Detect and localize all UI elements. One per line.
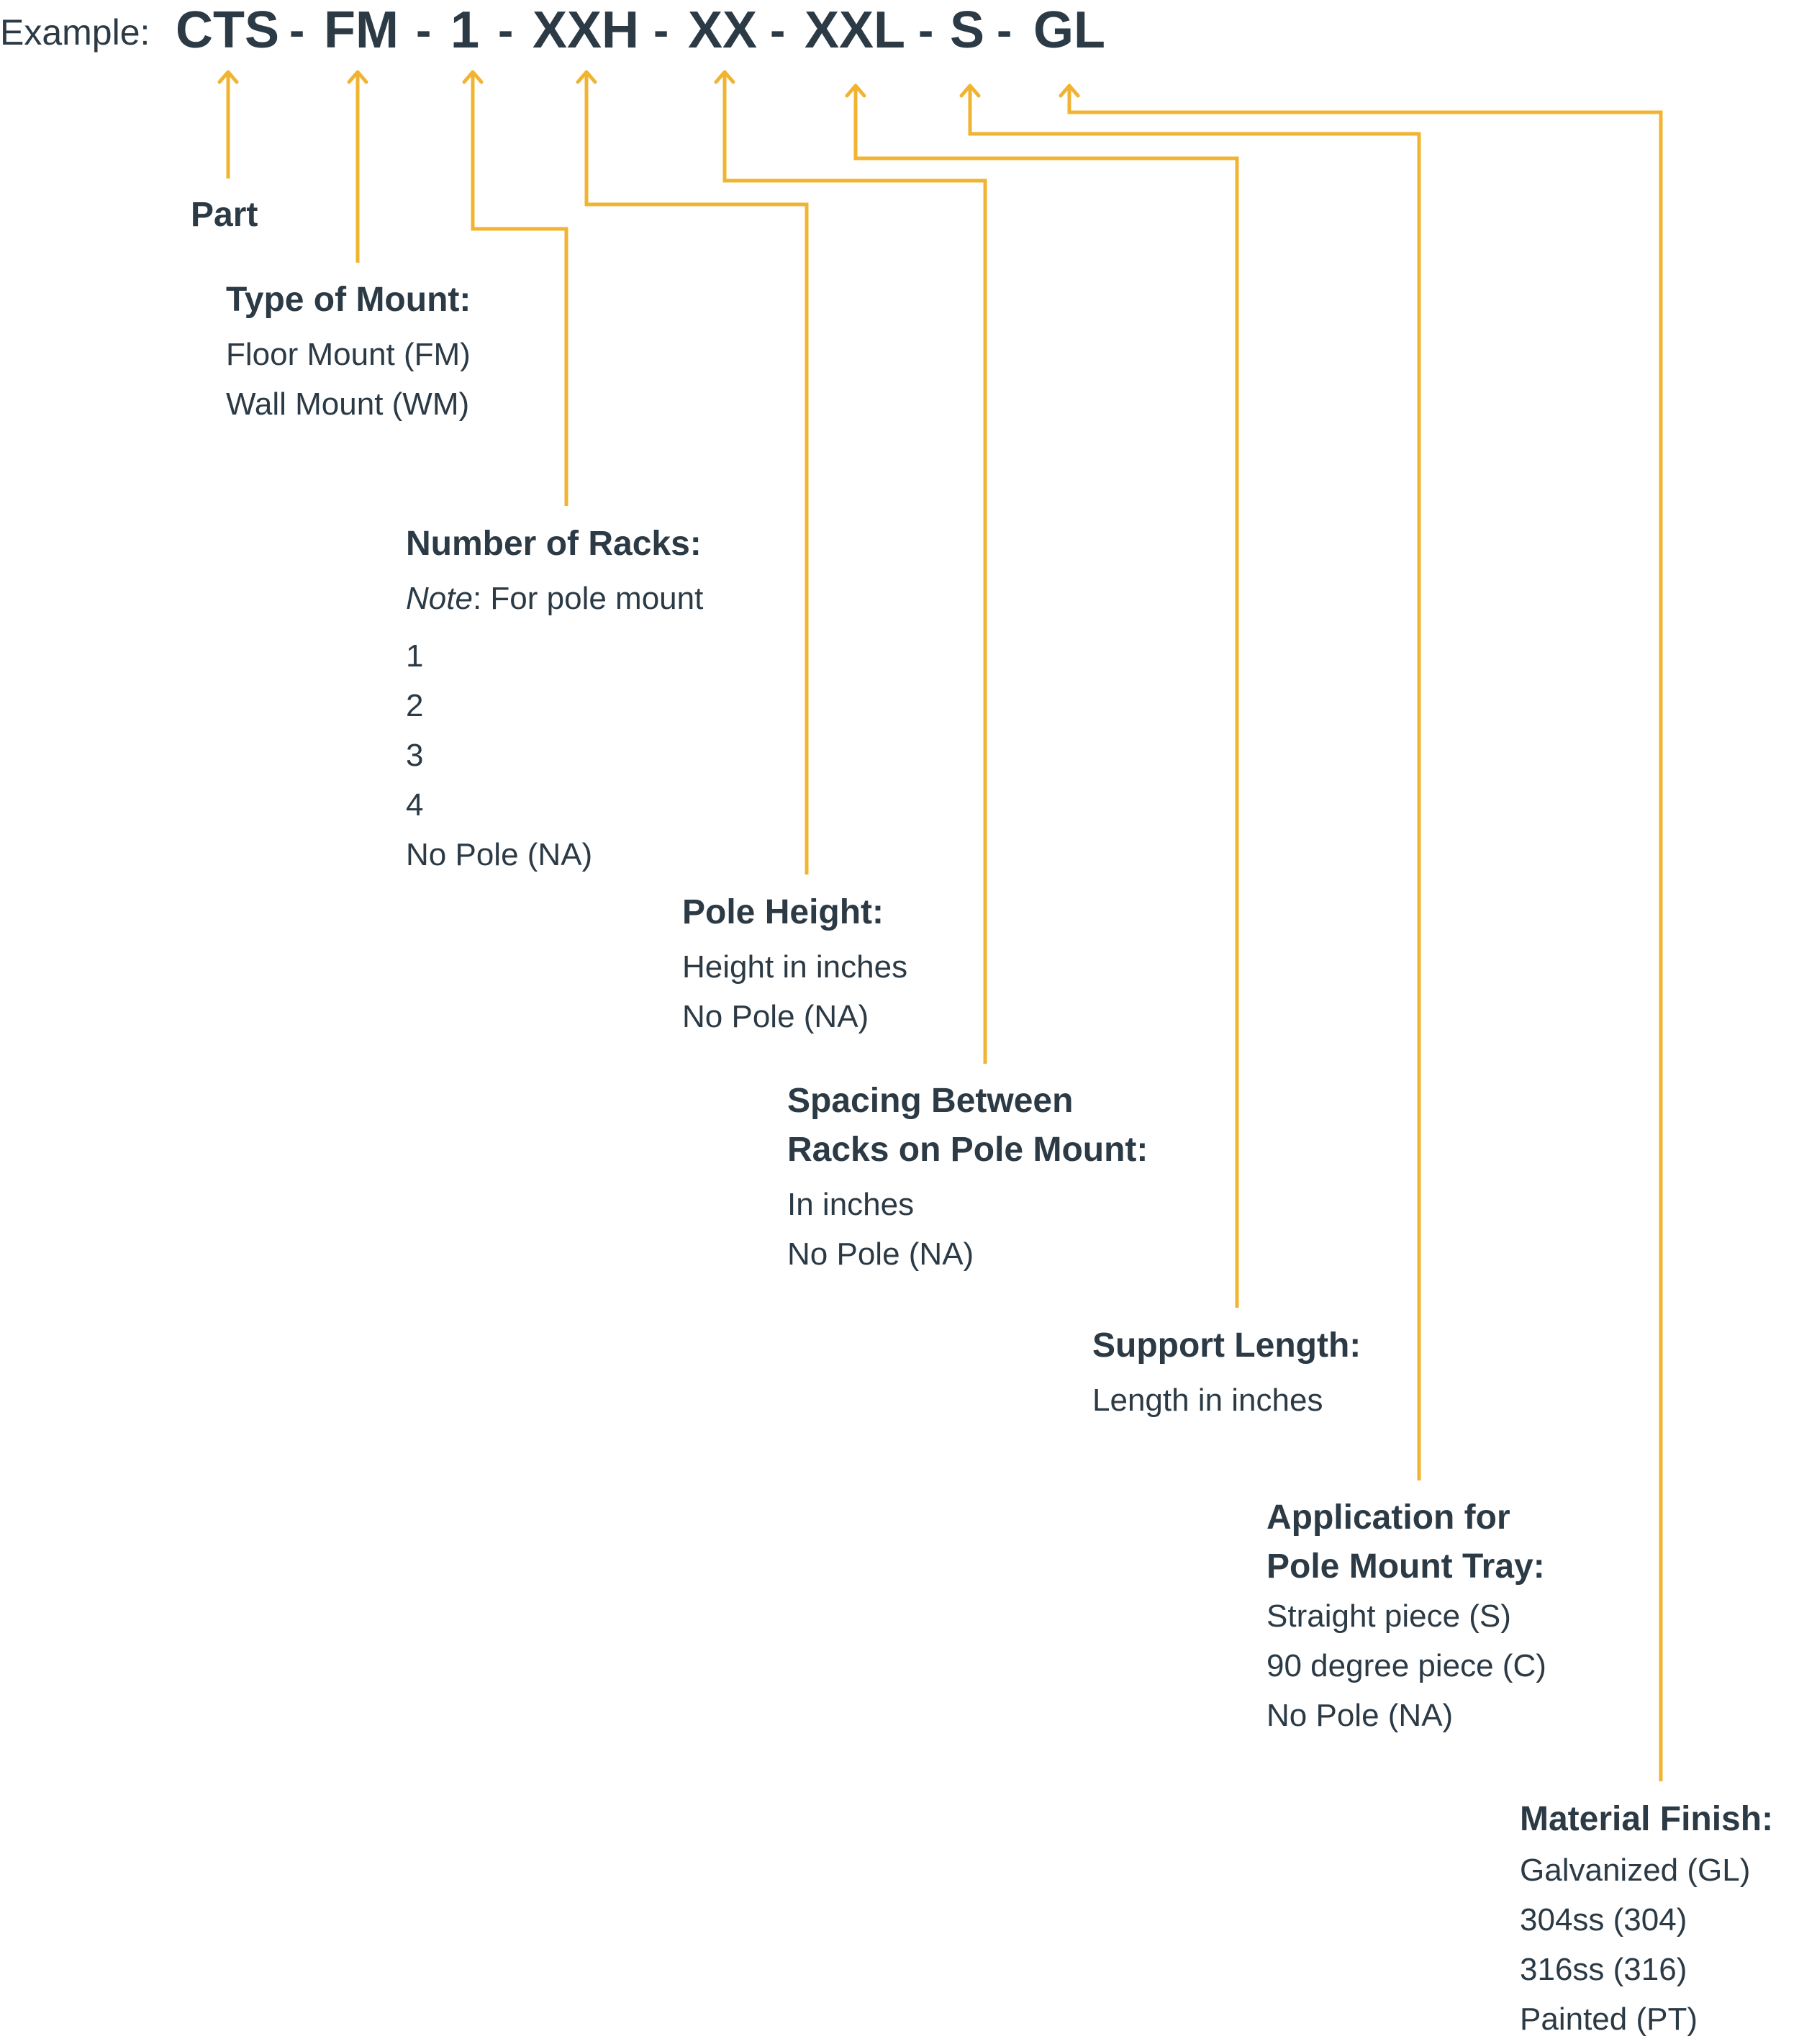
field-item: 316ss (316) xyxy=(1520,1952,1687,1987)
code-segment-part: CTS xyxy=(176,1,279,59)
field-item: Galvanized (GL) xyxy=(1520,1853,1751,1888)
field-support-length: Support Length: Length in inches xyxy=(1092,1321,1361,1425)
connector-number-of-racks xyxy=(462,70,568,506)
field-item: Painted (PT) xyxy=(1520,2002,1698,2037)
field-item: No Pole (NA) xyxy=(1266,1698,1454,1733)
connector-spacing xyxy=(714,70,987,1064)
field-item: Length in inches xyxy=(1092,1383,1323,1418)
connector-part xyxy=(217,70,239,178)
field-heading-line: Application for xyxy=(1266,1498,1510,1537)
field-heading: Type of Mount: xyxy=(226,281,471,319)
field-item: No Pole (NA) xyxy=(406,837,593,872)
arrow-up-icon xyxy=(347,70,368,84)
field-spacing: Spacing Between Racks on Pole Mount: In … xyxy=(787,1077,1148,1279)
field-item: 4 xyxy=(406,787,424,823)
field-heading: Number of Racks: xyxy=(406,525,702,563)
example-label: Example: xyxy=(0,12,150,53)
code-segment-support-length: XXL xyxy=(805,1,906,59)
arrow-up-icon xyxy=(217,70,239,84)
field-heading: Pole Height: xyxy=(682,893,884,931)
field-type-of-mount: Type of Mount: Floor Mount (FM) Wall Mou… xyxy=(226,276,471,429)
arrow-up-icon xyxy=(714,70,735,84)
field-item: In inches xyxy=(787,1187,915,1222)
field-heading-line: Spacing Between xyxy=(787,1082,1074,1120)
code-segment-mount: FM xyxy=(324,1,399,59)
field-part: Part xyxy=(191,191,258,240)
field-item: Straight piece (S) xyxy=(1266,1598,1511,1634)
field-item: 3 xyxy=(406,738,424,773)
connector-material-finish xyxy=(1059,83,1663,1781)
code-separator: - xyxy=(289,4,305,56)
field-item: 2 xyxy=(406,688,424,723)
field-heading: Part xyxy=(191,196,258,234)
field-item: 304ss (304) xyxy=(1520,1902,1687,1937)
field-item: Floor Mount (FM) xyxy=(226,337,471,372)
field-material-finish: Material Finish: Galvanized (GL) 304ss (… xyxy=(1520,1795,1773,2044)
code-segment-application: S xyxy=(950,1,985,59)
code-separator: - xyxy=(416,4,432,56)
field-item: No Pole (NA) xyxy=(787,1236,974,1272)
connector-support-length xyxy=(845,83,1239,1308)
field-heading-line: Racks on Pole Mount: xyxy=(787,1131,1148,1169)
field-heading: Support Length: xyxy=(1092,1326,1361,1365)
arrow-up-icon xyxy=(845,83,866,98)
code-separator: - xyxy=(997,4,1012,56)
field-application: Application for Pole Mount Tray: Straigh… xyxy=(1266,1493,1546,1740)
field-number-of-racks: Number of Racks: Note: For pole mount 1 … xyxy=(406,520,703,879)
code-separator: - xyxy=(653,4,669,56)
field-note: Note: For pole mount xyxy=(406,574,703,623)
connector-pole-height xyxy=(576,70,809,874)
code-segment-pole-height: XXH xyxy=(533,1,640,59)
code-separator: - xyxy=(770,4,786,56)
field-item: 90 degree piece (C) xyxy=(1266,1648,1546,1683)
arrow-up-icon xyxy=(462,70,484,84)
arrow-up-icon xyxy=(1059,83,1080,98)
note-label: Note xyxy=(406,581,473,616)
field-item: Wall Mount (WM) xyxy=(226,386,470,422)
code-separator: - xyxy=(498,4,514,56)
field-item: Height in inches xyxy=(682,949,908,985)
field-pole-height: Pole Height: Height in inches No Pole (N… xyxy=(682,888,907,1041)
code-segment-spacing: XX xyxy=(688,1,758,59)
note-text: : For pole mount xyxy=(472,581,704,616)
field-item: 1 xyxy=(406,638,424,674)
field-heading: Material Finish: xyxy=(1520,1800,1774,1838)
connector-application xyxy=(959,83,1421,1480)
connector-type-of-mount xyxy=(347,70,368,263)
arrow-up-icon xyxy=(959,83,981,98)
code-segment-racks: 1 xyxy=(450,1,480,59)
code-separator: - xyxy=(918,4,934,56)
field-item: No Pole (NA) xyxy=(682,999,869,1034)
field-heading-line: Pole Mount Tray: xyxy=(1266,1547,1545,1586)
arrow-up-icon xyxy=(576,70,597,84)
code-segment-finish: GL xyxy=(1033,1,1105,59)
